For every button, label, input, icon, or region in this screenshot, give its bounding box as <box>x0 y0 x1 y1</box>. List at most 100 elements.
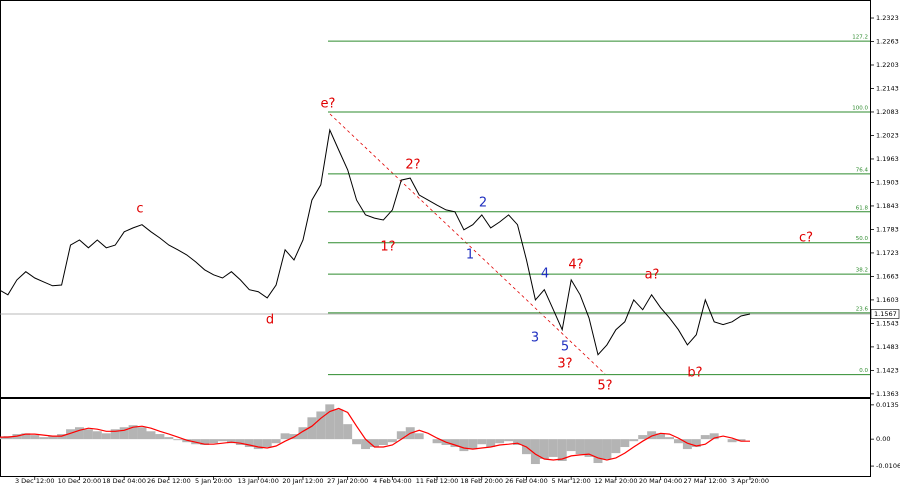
histogram-bar <box>137 427 147 440</box>
last-price-box <box>870 309 900 319</box>
histogram-bar <box>244 439 254 448</box>
fib-label: 0.0 <box>859 368 868 374</box>
histogram-bar <box>665 437 674 440</box>
histogram-bar <box>539 439 549 459</box>
histogram-bar <box>173 439 183 441</box>
x-tick-label: 26 Feb 04:00 <box>505 477 548 485</box>
histogram-bar <box>280 433 290 440</box>
histogram-bar <box>307 417 317 440</box>
histogram-bar <box>155 434 165 440</box>
histogram-bar <box>638 435 648 440</box>
histogram-bar <box>709 433 719 440</box>
y-tick-label: 1.1363 <box>876 390 899 398</box>
wave-label: a? <box>645 268 660 283</box>
y-tick-label: 1.1423 <box>876 366 899 374</box>
y-tick-label: 0.00 <box>876 435 890 443</box>
histogram-bar <box>361 439 371 450</box>
wave-label: c? <box>799 231 813 246</box>
x-tick-label: 3 Dec 12:00 <box>15 477 55 485</box>
histogram-bar <box>271 439 281 444</box>
histogram-bar <box>110 429 120 440</box>
histogram-bar <box>396 431 406 440</box>
x-tick-label: 18 Feb 20:00 <box>460 477 503 485</box>
histogram-bar <box>611 439 621 454</box>
price-line <box>0 128 751 356</box>
fib-label: 100.0 <box>852 105 868 111</box>
histogram-bar <box>316 411 326 440</box>
fib-label: 61.8 <box>856 205 869 211</box>
y-tick-label: 1.1903 <box>876 178 899 186</box>
y-tick-label: 1.2023 <box>876 131 899 139</box>
histogram-bar <box>83 429 93 440</box>
y-tick-label: 1.2143 <box>876 84 899 92</box>
x-tick-label: 12 Mar 20:00 <box>594 477 637 485</box>
x-tick-label: 27 Jan 20:00 <box>327 477 368 485</box>
histogram-bar <box>343 424 353 440</box>
histogram-bar <box>39 437 49 440</box>
histogram-bar <box>370 439 379 448</box>
histogram-bar <box>504 439 514 442</box>
wave-label: 1 <box>466 248 474 263</box>
histogram-bar <box>548 439 558 457</box>
histogram-bar <box>325 404 335 440</box>
fib-label: 50.0 <box>856 236 869 242</box>
histogram-bar <box>727 439 737 443</box>
histogram-bar <box>647 431 657 440</box>
y-tick-label: 1.1723 <box>876 249 899 257</box>
histogram-bar <box>92 431 102 440</box>
y-tick-label: 1.2083 <box>876 108 899 116</box>
y-tick-label: 1.1843 <box>876 202 899 210</box>
wave-label: 2? <box>405 158 420 173</box>
y-tick-label: 1.1483 <box>876 343 899 351</box>
histogram-bar <box>352 439 362 445</box>
x-tick-label: 11 Feb 12:00 <box>416 477 459 485</box>
price-panel-frame <box>0 0 871 398</box>
wave-label: 2 <box>479 196 487 211</box>
fib-label: 23.6 <box>856 306 869 312</box>
fib-label: 38.2 <box>856 268 868 274</box>
histogram-bar <box>0 437 4 440</box>
histogram-bar <box>736 439 746 442</box>
wave-label: b? <box>687 366 702 381</box>
y-tick-label: 1.2323 <box>876 14 899 22</box>
histogram-bar <box>235 439 245 445</box>
histogram-bar <box>262 439 272 448</box>
y-tick-label: -0.0106 <box>876 462 900 470</box>
histogram-bar <box>620 439 630 448</box>
histogram-bar <box>387 439 397 443</box>
histogram-bar <box>691 439 701 448</box>
y-tick-label: 1.1663 <box>876 272 899 280</box>
histogram-bar <box>459 439 469 452</box>
histogram-bar <box>700 435 710 440</box>
histogram-bar <box>575 439 585 455</box>
histogram-bar <box>74 427 84 440</box>
x-tick-label: 27 Mar 12:00 <box>684 477 727 485</box>
wave-label: 5 <box>561 340 569 355</box>
histogram-bar <box>682 439 692 450</box>
histogram-bar <box>218 439 227 442</box>
histogram-bar <box>209 439 219 444</box>
histogram-bar <box>298 427 308 440</box>
wave-label: 4 <box>541 267 549 282</box>
histogram-bar <box>557 439 567 461</box>
histogram-bar <box>566 439 576 452</box>
x-tick-label: 26 Dec 12:00 <box>147 477 191 485</box>
fib-label: 127.2 <box>852 35 868 41</box>
x-tick-label: 13 Jan 04:00 <box>238 477 279 485</box>
x-tick-label: 20 Mar 04:00 <box>639 477 682 485</box>
x-tick-label: 5 Jan 20:00 <box>195 477 232 485</box>
histogram-bar <box>146 431 156 440</box>
y-tick-label: 1.1543 <box>876 319 899 327</box>
wave-label: 4? <box>568 258 583 273</box>
histogram-bar <box>495 439 505 444</box>
x-tick-label: 10 Dec 20:00 <box>58 477 102 485</box>
wave-label: e? <box>321 97 336 112</box>
histogram-bar <box>530 439 540 465</box>
y-tick-label: 1.1603 <box>876 296 899 304</box>
histogram-bar <box>253 439 263 450</box>
histogram-bar <box>656 433 666 440</box>
x-tick-label: 5 Mar 12:00 <box>552 477 591 485</box>
histogram-bar <box>30 435 40 440</box>
